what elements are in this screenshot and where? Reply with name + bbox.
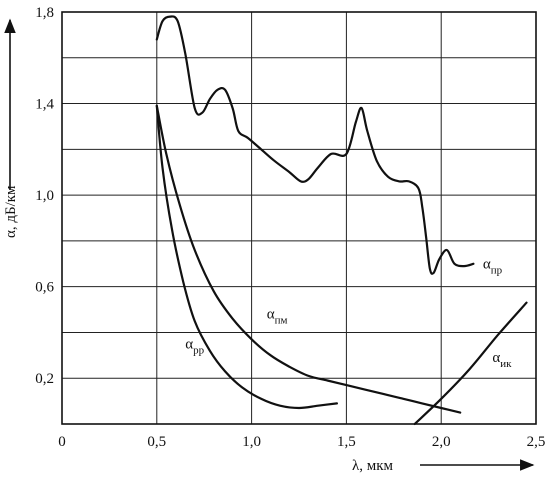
curve-alpha-ik bbox=[413, 301, 528, 426]
axes: λ, мкм α, дБ/км bbox=[3, 18, 535, 474]
x-tick-label: 1,5 bbox=[337, 434, 356, 450]
label-subscript: ик bbox=[500, 358, 512, 370]
curve-alpha-rr bbox=[155, 104, 338, 410]
label-alpha-pm: αпм bbox=[267, 307, 288, 327]
label-main: α bbox=[483, 256, 491, 272]
x-tick-label: 0,5 bbox=[147, 434, 166, 450]
label-alpha-ik: αик bbox=[492, 350, 512, 370]
x-axis-label: λ, мкм bbox=[352, 458, 394, 474]
label-main: α bbox=[185, 336, 193, 352]
label-alpha-rr: αрр bbox=[185, 336, 204, 356]
label-alpha-pr: αпр bbox=[483, 256, 503, 276]
y-tick-label: 1,8 bbox=[35, 5, 54, 21]
y-tick-label: 0,2 bbox=[35, 371, 54, 387]
curve-alpha-pr bbox=[155, 15, 475, 275]
y-tick-label: 1,0 bbox=[35, 188, 54, 204]
label-subscript: рр bbox=[193, 344, 205, 356]
y-tick-label: 1,4 bbox=[35, 97, 54, 113]
label-main: α bbox=[492, 350, 500, 366]
tick-labels: 0 0,5 1,0 1,5 2,0 2,5 0,2 0,6 1,0 1,4 1,8 bbox=[35, 5, 545, 450]
y-tick-label: 0,6 bbox=[35, 280, 54, 296]
label-subscript: пр bbox=[491, 264, 503, 276]
y-axis-label: α, дБ/км bbox=[3, 185, 19, 238]
grid bbox=[61, 11, 537, 425]
x-tick-label: 0 bbox=[58, 434, 66, 450]
x-tick-label: 2,0 bbox=[432, 434, 451, 450]
label-main: α bbox=[267, 307, 275, 323]
label-subscript: пм bbox=[275, 315, 288, 327]
x-tick-label: 1,0 bbox=[242, 434, 261, 450]
curves bbox=[155, 15, 528, 426]
plot-frame bbox=[61, 11, 537, 425]
curve-alpha-pm bbox=[155, 104, 462, 414]
x-tick-label: 2,5 bbox=[527, 434, 546, 450]
